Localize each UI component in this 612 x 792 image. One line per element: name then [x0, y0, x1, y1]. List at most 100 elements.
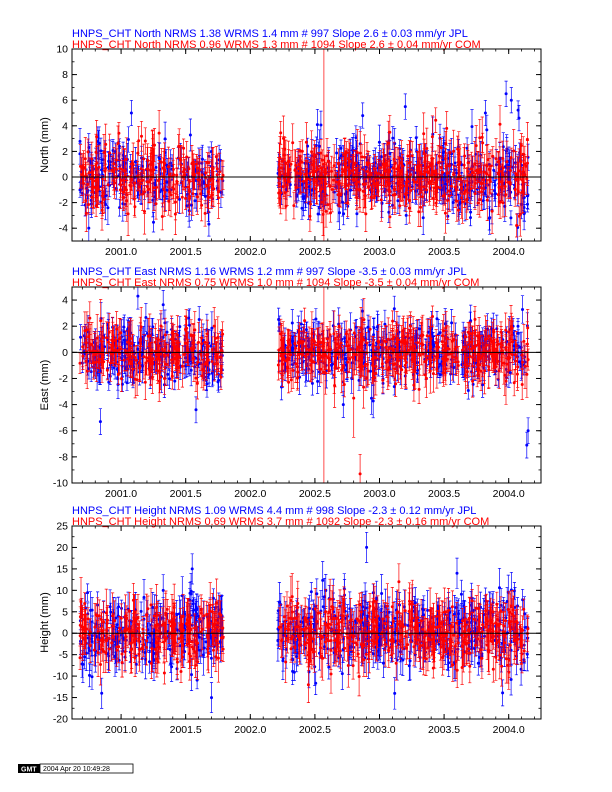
- data-point-jpl: [392, 385, 396, 389]
- data-point-com: [519, 144, 523, 147]
- data-point-com: [145, 356, 149, 360]
- data-point-com: [523, 173, 527, 177]
- data-point-com: [429, 627, 433, 631]
- data-point-com: [84, 174, 88, 178]
- data-point-com: [522, 649, 526, 653]
- data-point-com: [439, 636, 442, 640]
- data-point-com: [490, 619, 494, 623]
- y-tick-label: 5: [62, 606, 68, 618]
- data-point-com: [374, 640, 378, 644]
- data-point-com: [337, 625, 341, 629]
- data-point-com: [509, 327, 513, 331]
- data-point-jpl: [186, 192, 189, 196]
- data-point-com: [343, 153, 346, 157]
- data-point-com: [343, 162, 347, 166]
- data-point-jpl: [195, 678, 199, 682]
- data-point-com: [181, 643, 184, 647]
- data-point-com: [425, 147, 429, 150]
- data-point-com: [294, 185, 298, 189]
- data-point-com: [519, 641, 523, 645]
- data-point-com: [512, 635, 516, 639]
- data-point-com: [286, 636, 289, 640]
- data-point-com: [150, 376, 154, 379]
- plot-frame: [71, 48, 542, 242]
- data-point-com: [94, 186, 97, 190]
- data-point-com: [191, 160, 195, 164]
- data-point-com: [495, 349, 499, 353]
- data-point-com: [358, 620, 362, 624]
- data-point-com: [385, 161, 389, 165]
- data-point-com: [499, 609, 503, 613]
- data-point-com: [81, 345, 85, 349]
- data-point-com: [287, 380, 291, 384]
- data-point-jpl: [202, 646, 206, 650]
- data-point-com: [326, 639, 330, 643]
- data-point-com: [352, 352, 356, 356]
- data-point-com: [289, 162, 293, 166]
- data-point-jpl: [161, 588, 165, 592]
- data-point-com: [125, 199, 129, 203]
- data-point-com: [520, 652, 524, 656]
- data-point-jpl: [452, 612, 456, 616]
- data-point-com: [94, 613, 98, 617]
- data-point-com: [319, 151, 323, 155]
- data-point-jpl: [108, 374, 112, 378]
- data-point-com: [398, 619, 402, 623]
- data-point-com: [400, 161, 403, 165]
- data-point-com: [129, 360, 133, 364]
- data-point-com: [470, 347, 474, 351]
- data-point-jpl: [408, 659, 412, 663]
- data-point-jpl: [460, 363, 464, 367]
- data-point-com: [471, 356, 475, 359]
- data-point-jpl: [455, 171, 459, 175]
- data-point-com: [401, 329, 405, 333]
- data-point-com: [324, 354, 328, 358]
- data-point-com: [515, 224, 519, 227]
- data-point-com: [182, 353, 186, 356]
- data-point-jpl: [108, 605, 112, 609]
- y-axis-label: Height (mm): [39, 592, 51, 653]
- data-point-com: [115, 167, 118, 171]
- data-point-com: [286, 340, 290, 344]
- data-point-com: [171, 353, 175, 357]
- data-point-com: [469, 167, 473, 171]
- data-point-com: [95, 135, 99, 139]
- data-point-com: [170, 337, 174, 341]
- data-point-com: [287, 628, 290, 631]
- data-point-com: [108, 151, 112, 155]
- data-point-jpl: [188, 323, 191, 327]
- data-point-com: [282, 136, 285, 140]
- data-point-com: [346, 664, 350, 667]
- data-point-jpl: [390, 184, 394, 188]
- data-point-com: [157, 338, 160, 342]
- data-point-com: [142, 157, 146, 161]
- data-point-jpl: [455, 571, 459, 575]
- data-point-com: [419, 342, 423, 346]
- data-point-com: [168, 173, 172, 177]
- data-point-com: [449, 352, 453, 356]
- data-point-com: [385, 164, 389, 167]
- data-point-com: [431, 666, 435, 670]
- data-point-com: [159, 160, 163, 164]
- data-point-com: [365, 341, 369, 345]
- data-point-com: [215, 601, 219, 605]
- data-point-com: [181, 614, 185, 618]
- data-point-com: [459, 183, 463, 187]
- data-point-com: [126, 357, 130, 361]
- data-point-com: [93, 179, 97, 183]
- data-point-com: [181, 628, 185, 632]
- data-point-com: [114, 158, 118, 162]
- data-point-com: [414, 636, 418, 640]
- data-point-com: [355, 348, 359, 351]
- data-point-com: [492, 355, 496, 359]
- data-point-com: [324, 637, 328, 641]
- data-point-com: [179, 670, 183, 673]
- data-point-com: [401, 184, 405, 188]
- data-point-com: [430, 173, 434, 177]
- data-point-jpl: [200, 157, 204, 161]
- data-point-com: [443, 357, 447, 361]
- data-point-com: [204, 360, 208, 364]
- data-point-com: [78, 634, 82, 638]
- data-point-jpl: [100, 168, 103, 172]
- data-point-com: [428, 620, 432, 624]
